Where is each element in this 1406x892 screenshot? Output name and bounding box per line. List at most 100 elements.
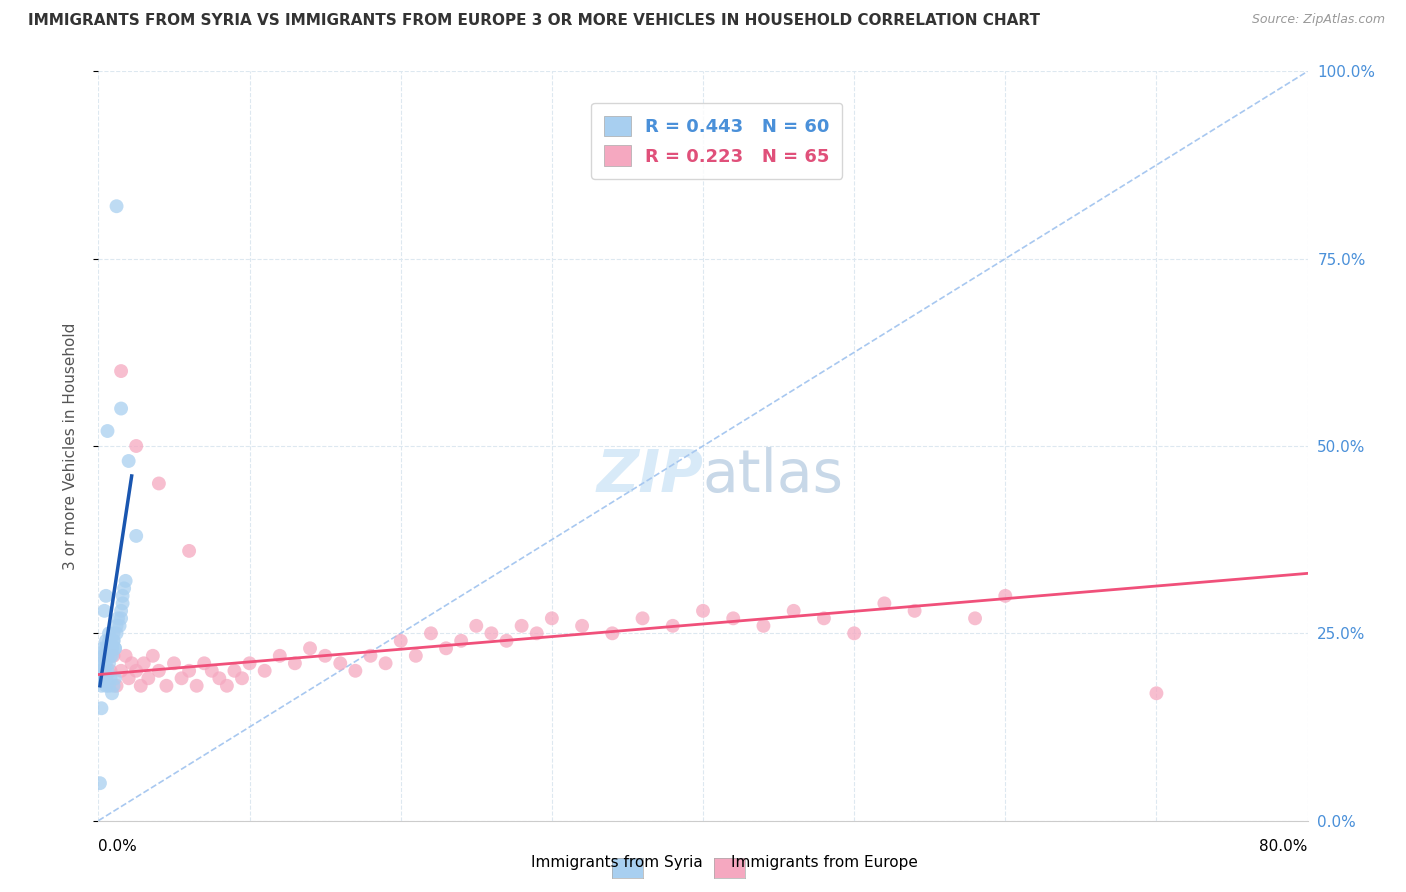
Legend: R = 0.443   N = 60, R = 0.223   N = 65: R = 0.443 N = 60, R = 0.223 N = 65 [591, 103, 842, 179]
Point [89, 664, 111, 678]
Point [465, 619, 488, 633]
Point [98, 657, 121, 671]
Point [813, 611, 835, 625]
Point [100, 641, 122, 656]
Point [104, 671, 127, 685]
Point [360, 648, 382, 663]
Point [93, 604, 115, 618]
Point [125, 664, 148, 678]
Point [450, 633, 472, 648]
Point [374, 657, 396, 671]
Point [94, 641, 117, 656]
Point [91, 641, 114, 656]
Point [904, 604, 927, 618]
Point [186, 679, 208, 693]
Point [100, 664, 122, 678]
Point [110, 604, 132, 618]
Point [602, 626, 624, 640]
Point [104, 641, 127, 656]
Point [107, 611, 129, 625]
Point [118, 671, 141, 685]
Point [94, 657, 117, 671]
Point [114, 574, 136, 588]
Point [269, 648, 291, 663]
Point [112, 582, 135, 596]
Point [125, 439, 148, 453]
Point [96, 648, 118, 663]
Point [752, 619, 775, 633]
Point [103, 679, 125, 693]
Point [100, 633, 122, 648]
Point [434, 641, 457, 656]
Point [110, 364, 132, 378]
Point [90, 657, 112, 671]
Point [89, 776, 111, 790]
Point [179, 664, 201, 678]
Point [110, 401, 132, 416]
Point [104, 641, 127, 656]
Point [994, 589, 1017, 603]
Text: Immigrants from Syria: Immigrants from Syria [531, 855, 703, 870]
Point [1144, 686, 1167, 700]
Point [965, 611, 987, 625]
Point [239, 657, 262, 671]
Point [96, 424, 118, 438]
Point [110, 664, 132, 678]
Point [94, 633, 117, 648]
Point [111, 589, 134, 603]
Point [93, 664, 115, 678]
Point [329, 657, 352, 671]
Point [193, 657, 215, 671]
Point [692, 604, 714, 618]
Point [94, 671, 117, 685]
Point [100, 648, 122, 663]
Point [314, 648, 336, 663]
Point [136, 671, 159, 685]
Point [510, 619, 533, 633]
Point [142, 648, 165, 663]
Point [631, 611, 654, 625]
Point [344, 664, 367, 678]
Point [170, 671, 193, 685]
Point [98, 633, 121, 648]
Point [208, 671, 231, 685]
Point [98, 679, 121, 693]
Point [91, 664, 114, 678]
Point [96, 641, 118, 656]
Text: atlas: atlas [703, 448, 844, 505]
Point [93, 664, 115, 678]
Point [121, 657, 143, 671]
Point [389, 633, 412, 648]
Point [118, 454, 141, 468]
Point [101, 648, 124, 663]
Point [111, 596, 134, 610]
Point [94, 648, 117, 663]
Point [148, 664, 170, 678]
Point [101, 641, 124, 656]
Point [125, 529, 148, 543]
Point [661, 619, 683, 633]
Point [103, 648, 125, 663]
Point [96, 664, 118, 678]
Point [148, 476, 170, 491]
Point [91, 648, 114, 663]
Point [873, 596, 896, 610]
Text: IMMIGRANTS FROM SYRIA VS IMMIGRANTS FROM EUROPE 3 OR MORE VEHICLES IN HOUSEHOLD : IMMIGRANTS FROM SYRIA VS IMMIGRANTS FROM… [28, 13, 1040, 29]
Y-axis label: 3 or more Vehicles in Household: 3 or more Vehicles in Household [63, 322, 77, 570]
Point [129, 679, 152, 693]
Point [201, 664, 224, 678]
Point [105, 626, 128, 640]
Point [93, 657, 115, 671]
Point [93, 648, 115, 663]
Point [723, 611, 745, 625]
Text: Source: ZipAtlas.com: Source: ZipAtlas.com [1251, 13, 1385, 27]
Point [105, 619, 128, 633]
Point [98, 626, 121, 640]
Point [105, 679, 128, 693]
Point [103, 633, 125, 648]
Point [91, 664, 114, 678]
Point [94, 679, 117, 693]
Text: 0.0%: 0.0% [98, 839, 138, 855]
Point [103, 633, 125, 648]
Point [215, 679, 238, 693]
